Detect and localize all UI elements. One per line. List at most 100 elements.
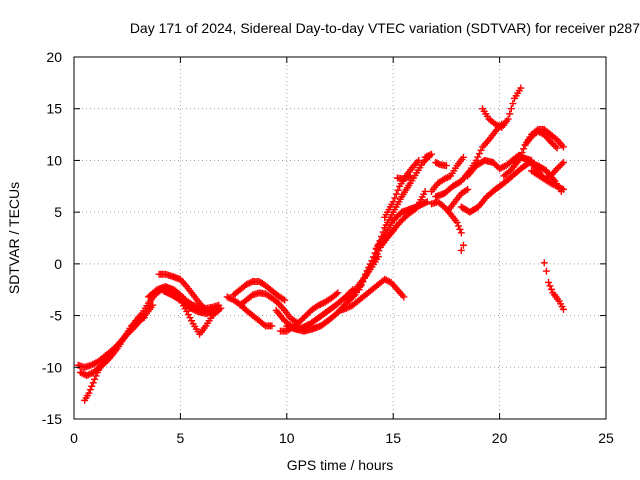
data-point — [297, 316, 305, 324]
data-point — [382, 276, 390, 284]
data-point — [423, 198, 431, 206]
data-point — [247, 278, 255, 286]
data-point — [424, 152, 432, 160]
data-point — [442, 174, 450, 182]
data-point — [477, 146, 485, 154]
data-point — [360, 274, 368, 282]
data-series-track — [379, 187, 429, 247]
data-series-track — [432, 158, 450, 170]
data-point — [497, 164, 505, 172]
data-point — [454, 222, 462, 230]
data-point — [555, 183, 563, 191]
data-point — [371, 249, 379, 257]
data-point — [555, 163, 563, 171]
x-axis-label: GPS time / hours — [287, 457, 394, 473]
data-point — [547, 285, 555, 293]
plot-frame — [73, 56, 607, 420]
data-point — [551, 134, 559, 142]
data-series-track — [528, 158, 567, 183]
data-point — [415, 156, 423, 164]
y-tick-label: 0 — [54, 256, 62, 272]
data-point — [426, 151, 434, 159]
data-point — [551, 182, 559, 190]
data-point — [536, 128, 543, 136]
data-point — [384, 277, 392, 285]
data-point — [86, 370, 94, 378]
data-point — [443, 173, 451, 181]
data-point — [368, 257, 376, 265]
data-point — [260, 321, 268, 329]
x-tick-label: 10 — [279, 430, 295, 446]
data-point — [355, 286, 363, 294]
data-point — [296, 318, 304, 326]
data-point — [300, 313, 308, 321]
data-point — [400, 293, 408, 301]
data-point — [489, 158, 497, 166]
data-point — [215, 305, 223, 313]
data-point — [547, 138, 555, 146]
data-point — [507, 105, 515, 113]
data-point — [456, 225, 464, 233]
data-point — [392, 190, 400, 198]
data-point — [362, 270, 370, 278]
data-point — [242, 281, 250, 289]
data-point — [365, 263, 373, 271]
data-point — [83, 372, 91, 380]
data-point — [520, 145, 528, 153]
data-point — [491, 120, 499, 128]
data-point — [440, 175, 448, 183]
data-point — [421, 153, 429, 161]
axis-ticks — [73, 56, 607, 420]
data-series-track — [479, 84, 525, 131]
data-point — [316, 300, 324, 308]
data-point — [411, 205, 419, 213]
data-point — [184, 311, 192, 319]
data-point — [534, 127, 542, 135]
data-point — [559, 305, 567, 313]
y-tick-label: -15 — [42, 411, 62, 427]
data-point — [556, 184, 564, 192]
data-point — [459, 241, 467, 249]
data-series-track — [432, 120, 506, 201]
y-tick-label: 15 — [46, 101, 62, 117]
grid-lines — [74, 57, 606, 419]
data-point — [244, 280, 252, 288]
data-point — [273, 298, 281, 306]
data-point — [474, 153, 482, 161]
data-point — [214, 306, 222, 314]
x-tick-label: 25 — [598, 430, 614, 446]
data-point — [134, 317, 142, 325]
data-point — [210, 307, 218, 315]
data-point — [226, 295, 234, 303]
data-point — [517, 84, 525, 92]
y-axis-label: SDTVAR / TECUs — [6, 182, 22, 294]
data-point — [315, 301, 323, 309]
data-point — [421, 187, 429, 195]
data-point — [332, 290, 340, 298]
data-point — [540, 259, 548, 267]
data-point — [496, 123, 504, 131]
data-point — [281, 296, 289, 304]
data-point — [302, 312, 310, 320]
data-point — [462, 186, 470, 194]
data-point — [370, 253, 378, 261]
data-point — [305, 308, 313, 316]
data-series — [74, 84, 567, 404]
data-point — [80, 370, 88, 378]
data-point — [547, 179, 555, 187]
data-point — [543, 173, 551, 181]
data-point — [183, 307, 191, 315]
data-point — [548, 139, 556, 147]
data-point — [457, 229, 465, 237]
data-point — [334, 289, 342, 297]
data-point — [537, 129, 545, 137]
data-point — [550, 181, 558, 189]
data-series-track — [276, 289, 342, 335]
data-point — [76, 368, 84, 376]
data-point — [344, 304, 352, 312]
data-point — [89, 379, 97, 387]
data-point — [546, 282, 554, 290]
data-point — [304, 310, 312, 318]
x-tick-label: 15 — [385, 430, 401, 446]
x-tick-label: 0 — [70, 430, 78, 446]
